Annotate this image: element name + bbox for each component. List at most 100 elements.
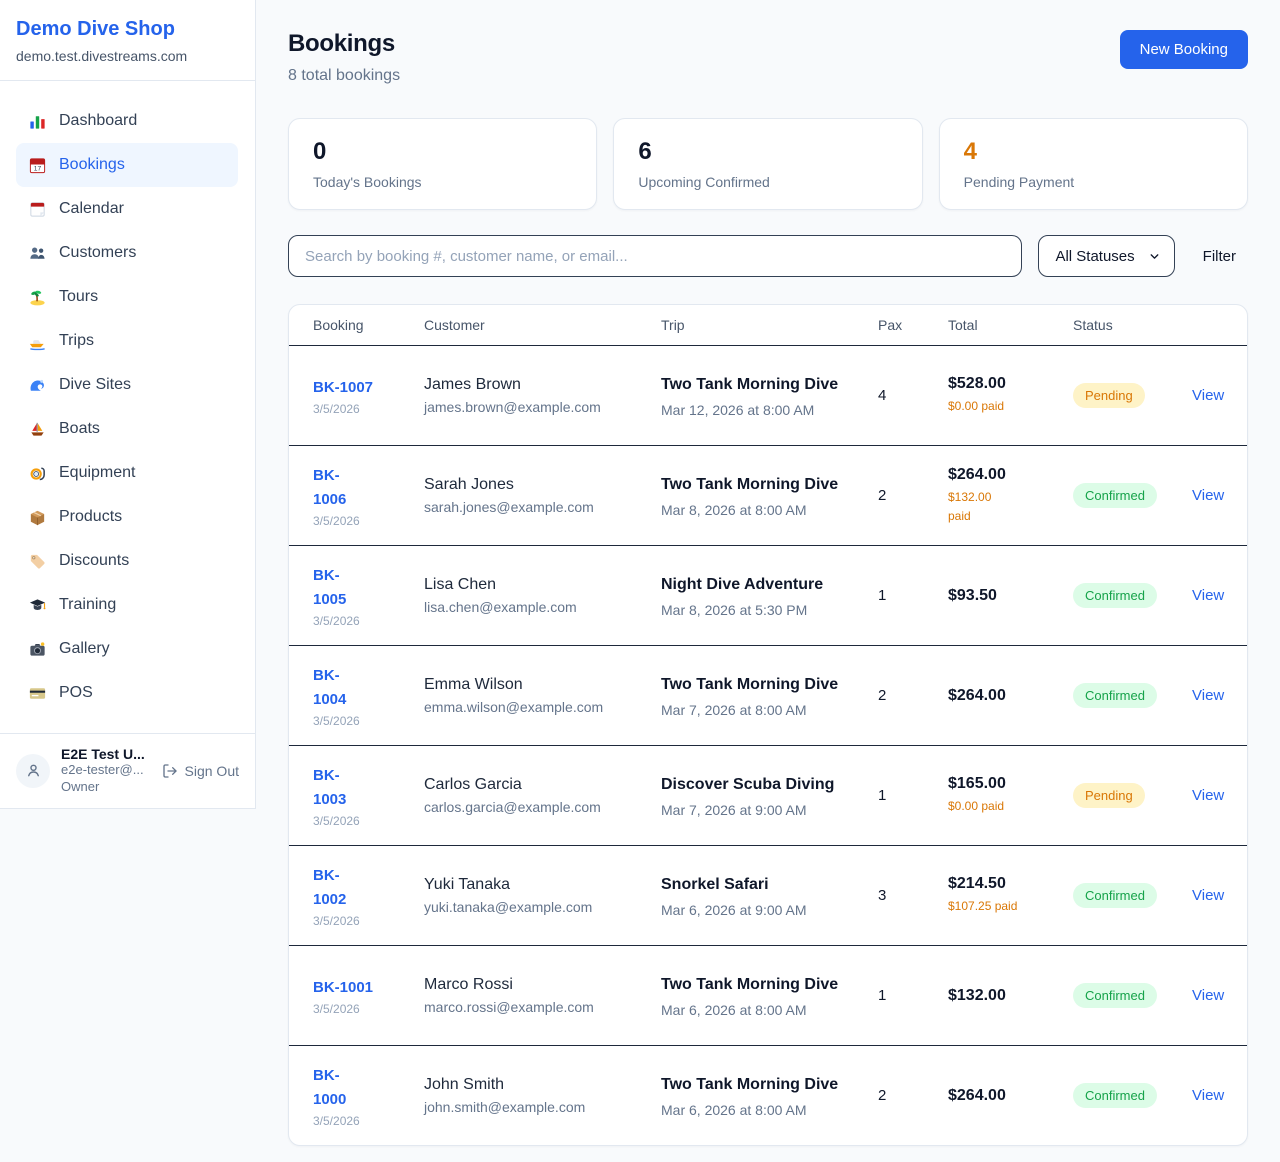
sidebar-item-label: Dashboard: [59, 112, 138, 129]
view-link[interactable]: View: [1192, 686, 1225, 704]
actions-cell: View: [1192, 387, 1231, 405]
sidebar-item-label: Bookings: [59, 156, 125, 173]
status-filter-select[interactable]: All Statuses: [1038, 235, 1175, 277]
status-badge: Pending: [1073, 783, 1145, 808]
view-link[interactable]: View: [1192, 386, 1225, 404]
status-badge: Confirmed: [1073, 1083, 1157, 1108]
sidebar-item-products[interactable]: Products: [16, 495, 238, 539]
actions-cell: View: [1192, 1087, 1231, 1105]
actions-cell: View: [1192, 787, 1231, 805]
page-header: Bookings 8 total bookings New Booking: [288, 30, 1248, 85]
customer-email: yuki.tanaka@example.com: [424, 899, 593, 915]
booking-id-link[interactable]: BK- 1006: [313, 466, 347, 508]
table-row: BK- 1005 3/5/2026 Lisa Chen lisa.chen@examp…: [289, 545, 1247, 645]
customer-cell: James Brown james.brown@example.com: [424, 376, 661, 415]
status-cell: Confirmed: [1073, 983, 1192, 1008]
sidebar-item-customers[interactable]: Customers: [16, 231, 238, 275]
booking-cell: BK- 1000 3/5/2026: [313, 1064, 424, 1128]
sidebar-item-equipment[interactable]: Equipment: [16, 451, 238, 495]
booking-id-link[interactable]: BK- 1003: [313, 766, 347, 808]
search-input[interactable]: [288, 235, 1023, 277]
status-badge: Confirmed: [1073, 683, 1157, 708]
sidebar-item-boats[interactable]: Boats: [16, 407, 238, 451]
sidebar-item-pos[interactable]: POS: [16, 671, 238, 715]
total-amount: $264.00: [948, 1086, 1006, 1104]
actions-cell: View: [1192, 987, 1231, 1005]
sidebar-item-gallery[interactable]: Gallery: [16, 627, 238, 671]
logout-icon: [162, 764, 177, 778]
booking-id-link[interactable]: BK-1007: [313, 378, 374, 396]
boats-icon: [28, 420, 47, 439]
sidebar-item-calendar[interactable]: Calendar: [16, 187, 238, 231]
filter-button[interactable]: Filter: [1191, 248, 1248, 265]
sidebar-item-label: Products: [59, 508, 123, 525]
booking-id-link[interactable]: BK-1001: [313, 978, 374, 996]
pax-value: 2: [878, 1087, 887, 1104]
view-link[interactable]: View: [1192, 1086, 1225, 1104]
sidebar-item-bookings[interactable]: 17 Bookings: [16, 143, 238, 187]
customer-name: Marco Rossi: [424, 976, 513, 993]
booking-date: 3/5/2026: [313, 513, 360, 528]
sidebar-item-dive-sites[interactable]: Dive Sites: [16, 363, 238, 407]
brand-block: Demo Dive Shop demo.test.divestreams.com: [0, 0, 255, 81]
sidebar-item-tours[interactable]: Tours: [16, 275, 238, 319]
total-amount: $93.50: [948, 586, 997, 604]
view-link[interactable]: View: [1192, 786, 1225, 804]
booking-id-link[interactable]: BK- 1004: [313, 666, 347, 708]
svg-text:17: 17: [34, 165, 42, 172]
sidebar-item-training[interactable]: Training: [16, 583, 238, 627]
sidebar-item-label: Training: [59, 596, 117, 613]
booking-id-link[interactable]: BK- 1000: [313, 1066, 347, 1108]
customer-email: carlos.garcia@example.com: [424, 799, 601, 815]
booking-cell: BK-1007 3/5/2026: [313, 376, 424, 416]
view-link[interactable]: View: [1192, 486, 1225, 504]
sidebar-item-dashboard[interactable]: Dashboard: [16, 99, 238, 143]
status-badge: Confirmed: [1073, 983, 1157, 1008]
customer-email: john.smith@example.com: [424, 1099, 586, 1115]
sidebar-item-discounts[interactable]: Discounts: [16, 539, 238, 583]
view-link[interactable]: View: [1192, 986, 1225, 1004]
total-amount: $264.00: [948, 465, 1006, 483]
sidebar-item-label: Discounts: [59, 552, 130, 569]
products-icon: [28, 508, 47, 527]
customer-cell: Lisa Chen lisa.chen@example.com: [424, 576, 661, 615]
sidebar: Demo Dive Shop demo.test.divestreams.com…: [0, 0, 256, 809]
sidebar-nav: Dashboard 17 Bookings Calendar Customers Tour…: [0, 81, 255, 733]
pax-value: 2: [878, 487, 887, 504]
total-amount: $264.00: [948, 686, 1006, 704]
sign-out-button[interactable]: Sign Out: [162, 763, 239, 779]
filter-row: All Statuses Filter: [288, 235, 1248, 277]
pax-value: 2: [878, 687, 887, 704]
table-row: BK- 1004 3/5/2026 Emma Wilson emma.wilson@e…: [289, 645, 1247, 745]
status-cell: Pending: [1073, 783, 1192, 808]
table-row: BK- 1003 3/5/2026 Carlos Garcia carlos.garc…: [289, 745, 1247, 845]
booking-date: 3/5/2026: [313, 913, 360, 928]
trip-datetime: Mar 7, 2026 at 9:00 AM: [661, 802, 807, 818]
paid-amount: $0.00 paid: [948, 399, 1005, 414]
status-cell: Confirmed: [1073, 683, 1192, 708]
view-link[interactable]: View: [1192, 586, 1225, 604]
sidebar-item-trips[interactable]: Trips: [16, 319, 238, 363]
new-booking-button[interactable]: New Booking: [1119, 30, 1248, 69]
user-info: E2E Test U... e2e-tester@... Owner: [61, 746, 145, 796]
customer-email: sarah.jones@example.com: [424, 499, 594, 515]
page-header-text: Bookings 8 total bookings: [288, 30, 400, 85]
column-header-status: Status: [1073, 317, 1113, 333]
paid-amount: $107.25 paid: [948, 899, 1018, 914]
customer-cell: Yuki Tanaka yuki.tanaka@example.com: [424, 876, 661, 915]
booking-cell: BK- 1006 3/5/2026: [313, 464, 424, 528]
dashboard-icon: [28, 112, 47, 131]
brand-name: Demo Dive Shop: [16, 18, 175, 40]
total-amount: $528.00: [948, 375, 1006, 393]
customer-name: Yuki Tanaka: [424, 876, 510, 893]
trip-datetime: Mar 6, 2026 at 8:00 AM: [661, 1002, 807, 1018]
stat-label: Pending Payment: [963, 174, 1075, 190]
view-link[interactable]: View: [1192, 886, 1225, 904]
trip-name: Discover Scuba Diving: [661, 776, 835, 793]
booking-id-link[interactable]: BK- 1002: [313, 866, 347, 908]
user-name: E2E Test U...: [61, 746, 145, 762]
stat-card-todays-bookings: 0 Today's Bookings: [288, 118, 598, 210]
sidebar-item-label: Gallery: [59, 640, 110, 657]
booking-id-link[interactable]: BK- 1005: [313, 566, 347, 608]
